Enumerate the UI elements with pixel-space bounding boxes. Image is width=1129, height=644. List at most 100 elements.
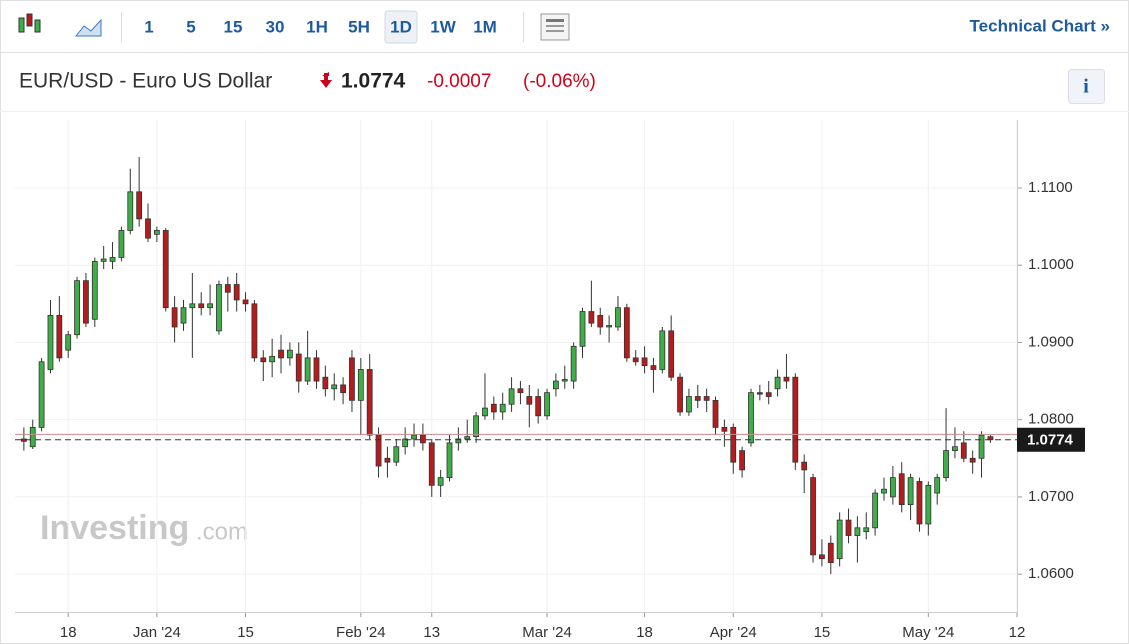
x-tick-label: 15 bbox=[237, 624, 254, 641]
candle-body bbox=[295, 353, 302, 382]
candle-body bbox=[100, 258, 107, 262]
y-tick-label: 1.0900 bbox=[1028, 333, 1074, 350]
candle-body bbox=[960, 442, 967, 459]
candle-body bbox=[357, 369, 364, 401]
layout-icon[interactable] bbox=[540, 13, 570, 41]
candle-body bbox=[659, 330, 666, 370]
last-price-label: 1.0774 bbox=[1027, 432, 1074, 449]
interval-button[interactable]: 1 bbox=[144, 17, 153, 36]
candle-body bbox=[810, 477, 816, 556]
candle-body bbox=[437, 477, 444, 486]
candle-body bbox=[774, 376, 781, 390]
technical-chart-link[interactable]: Technical Chart » bbox=[970, 16, 1110, 35]
candle-body bbox=[47, 315, 54, 370]
candle-body bbox=[623, 307, 630, 359]
candle-body bbox=[411, 434, 417, 440]
candle-body bbox=[606, 325, 613, 328]
y-tick-label: 1.0800 bbox=[1028, 411, 1074, 428]
interval-button[interactable]: 30 bbox=[266, 17, 285, 36]
candle-body bbox=[969, 457, 976, 463]
interval-button[interactable]: 1H bbox=[306, 17, 328, 36]
candle-body bbox=[889, 477, 896, 498]
x-tick-label: 13 bbox=[423, 624, 440, 641]
candle-body bbox=[694, 396, 701, 401]
candle-body bbox=[801, 461, 808, 471]
candle-body bbox=[898, 473, 905, 506]
candle-body bbox=[712, 399, 719, 428]
candle-body bbox=[854, 527, 861, 536]
plot: 1.0600 1.0700 1.0800 1.0900 1.1000 1.1100 18 Ja… bbox=[15, 120, 1085, 641]
x-tick-label: Feb '24 bbox=[336, 624, 386, 641]
candle-body bbox=[216, 284, 222, 332]
watermark-brand: Investing bbox=[40, 509, 189, 547]
candle-body bbox=[561, 379, 568, 382]
candle-body bbox=[597, 315, 604, 328]
candle-body bbox=[171, 307, 178, 328]
x-tick-label: 15 bbox=[814, 624, 831, 641]
last-price: 1.0774 bbox=[341, 70, 406, 93]
selected-interval bbox=[384, 10, 418, 44]
candle-body bbox=[881, 488, 887, 494]
candle-body bbox=[207, 303, 213, 309]
interval-button[interactable]: 1W bbox=[430, 17, 456, 36]
candle-body bbox=[109, 257, 116, 262]
info-icon[interactable]: i bbox=[1083, 76, 1089, 98]
interval-button[interactable]: 1D bbox=[390, 17, 412, 36]
candle-body bbox=[74, 280, 80, 336]
candle-body bbox=[331, 384, 338, 390]
candle-body bbox=[473, 415, 479, 438]
x-tick-label: 12 bbox=[1009, 624, 1026, 641]
candle-body bbox=[349, 357, 355, 401]
candle-body bbox=[544, 392, 550, 417]
interval-button[interactable]: 15 bbox=[224, 17, 243, 36]
candle-body bbox=[721, 427, 728, 432]
x-tick-label: Apr '24 bbox=[710, 624, 757, 641]
interval-button[interactable]: 5 bbox=[186, 17, 195, 36]
candle-body bbox=[464, 436, 471, 440]
candle-body bbox=[677, 376, 683, 413]
candle-body bbox=[925, 484, 932, 525]
candle-body bbox=[304, 357, 311, 382]
candle-body bbox=[153, 230, 160, 235]
candle-body bbox=[56, 315, 63, 359]
candle-body bbox=[668, 330, 675, 378]
candle-body bbox=[916, 481, 923, 525]
interval-button[interactable]: 1M bbox=[473, 17, 497, 36]
change: -0.0007 bbox=[427, 71, 491, 92]
candle-body bbox=[783, 376, 790, 382]
candle-body bbox=[863, 527, 870, 533]
area-icon[interactable] bbox=[74, 18, 102, 37]
candle-body bbox=[499, 403, 506, 413]
candle-body bbox=[446, 442, 453, 479]
candle-body bbox=[162, 230, 169, 309]
candle-body bbox=[428, 442, 435, 486]
candle-body bbox=[872, 492, 879, 529]
candle-icon[interactable] bbox=[18, 13, 41, 33]
candle-body bbox=[83, 280, 89, 324]
candle-body bbox=[819, 554, 825, 560]
change-percent: (-0.06%) bbox=[523, 71, 596, 92]
candle-body bbox=[260, 357, 267, 363]
x-tick-label: May '24 bbox=[902, 624, 954, 641]
candle-body bbox=[38, 361, 45, 428]
interval-button[interactable]: 5H bbox=[348, 17, 370, 36]
candle-body bbox=[313, 357, 320, 382]
candle-body bbox=[29, 427, 36, 448]
interval-bar: 1 5 15 30 1H 5H 1D 1W 1M bbox=[144, 10, 497, 44]
candle-body bbox=[650, 365, 657, 370]
candle-body bbox=[242, 299, 249, 305]
candle-body bbox=[91, 260, 98, 320]
candle-body bbox=[526, 396, 533, 405]
candle-body bbox=[340, 384, 346, 394]
candle-body bbox=[136, 191, 143, 220]
candle-body bbox=[375, 434, 382, 467]
candle-body bbox=[508, 388, 515, 405]
candle-body bbox=[632, 357, 639, 363]
x-tick-label: 18 bbox=[636, 624, 653, 641]
candle-body bbox=[730, 427, 737, 463]
candle-body bbox=[180, 307, 187, 324]
info-button[interactable] bbox=[1068, 69, 1105, 104]
candle-body bbox=[65, 334, 72, 351]
